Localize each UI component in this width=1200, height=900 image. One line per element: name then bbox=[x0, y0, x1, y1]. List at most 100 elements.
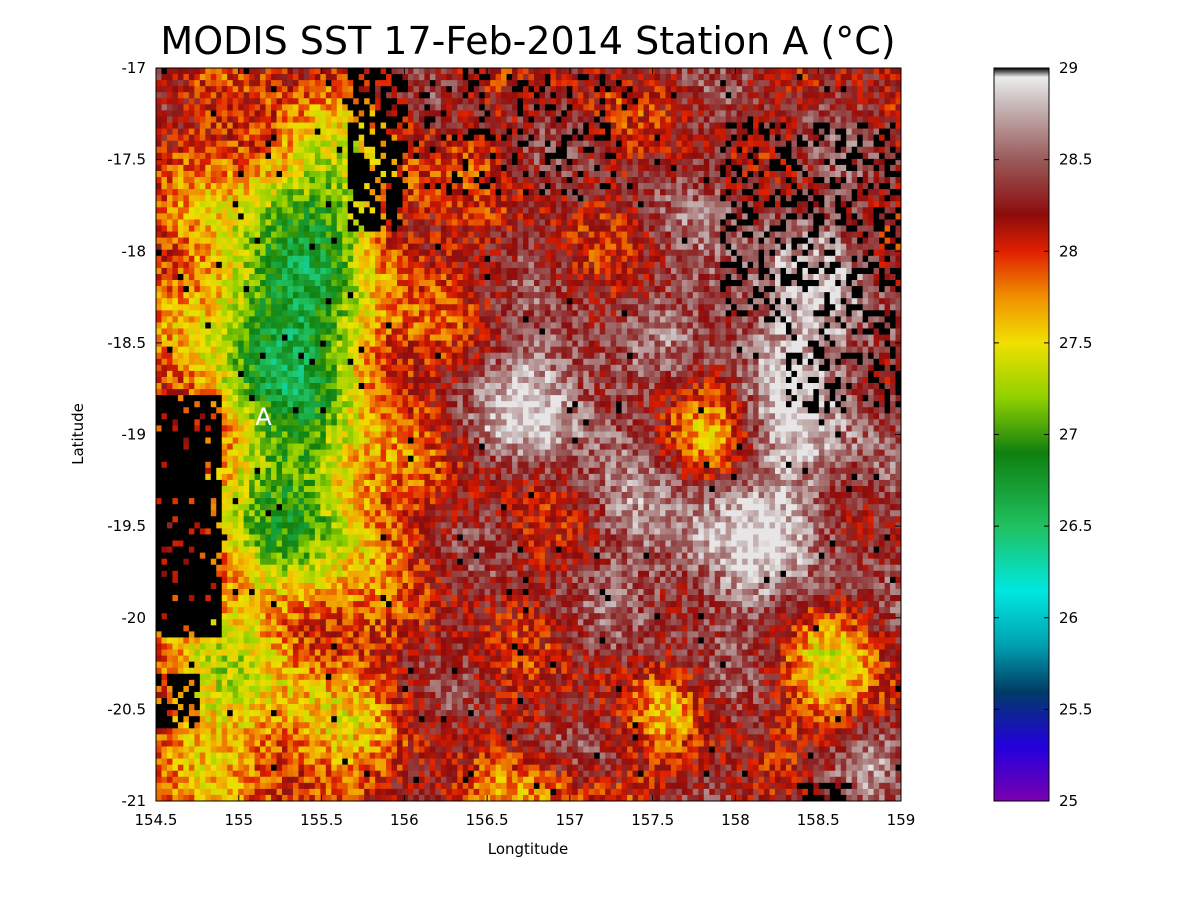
heatmap-cell bbox=[232, 146, 239, 154]
heatmap-cell bbox=[616, 231, 623, 239]
heatmap-cell bbox=[835, 164, 842, 172]
heatmap-cell bbox=[670, 122, 678, 130]
heatmap-cell bbox=[775, 104, 782, 112]
heatmap-cell bbox=[857, 146, 864, 154]
heatmap-cell bbox=[835, 110, 842, 118]
heatmap-cell bbox=[462, 201, 469, 208]
heatmap-cell bbox=[528, 92, 535, 99]
heatmap-cell bbox=[895, 74, 901, 81]
heatmap-cell bbox=[654, 177, 661, 184]
heatmap-cell bbox=[517, 213, 524, 221]
heatmap-cell bbox=[386, 92, 393, 99]
heatmap-cell bbox=[325, 243, 332, 251]
heatmap-cell bbox=[550, 92, 557, 99]
heatmap-cell bbox=[851, 98, 858, 105]
heatmap-cell bbox=[720, 92, 727, 99]
heatmap-cell bbox=[780, 249, 787, 257]
heatmap-cell bbox=[271, 146, 278, 154]
heatmap-cell bbox=[599, 74, 606, 81]
heatmap-cell bbox=[254, 134, 261, 142]
heatmap-cell bbox=[890, 92, 897, 99]
heatmap-cell bbox=[506, 237, 513, 245]
heatmap-cell bbox=[380, 219, 387, 227]
heatmap-cell bbox=[780, 201, 787, 208]
heatmap-cell bbox=[747, 164, 754, 172]
heatmap-cell bbox=[303, 110, 310, 118]
heatmap-cell bbox=[753, 231, 760, 239]
heatmap-cell bbox=[539, 261, 546, 269]
heatmap-cell bbox=[780, 243, 787, 251]
heatmap-cell bbox=[232, 273, 239, 281]
heatmap-cell bbox=[747, 146, 754, 154]
heatmap-cell bbox=[298, 110, 305, 118]
heatmap-cell bbox=[276, 146, 283, 154]
heatmap-cell bbox=[183, 80, 190, 87]
heatmap-cell bbox=[260, 286, 267, 293]
heatmap-cell bbox=[462, 183, 469, 190]
heatmap-cell bbox=[380, 183, 387, 190]
heatmap-cell bbox=[873, 225, 880, 233]
heatmap-cell bbox=[681, 207, 688, 214]
heatmap-cell bbox=[156, 74, 163, 81]
heatmap-cell bbox=[670, 134, 678, 142]
heatmap-cell bbox=[161, 146, 168, 154]
heatmap-cell bbox=[868, 183, 875, 190]
heatmap-cell bbox=[670, 237, 678, 245]
heatmap-cell bbox=[676, 183, 683, 190]
heatmap-cell bbox=[451, 158, 458, 166]
heatmap-cell bbox=[495, 273, 502, 281]
heatmap-cell bbox=[271, 128, 278, 136]
heatmap-cell bbox=[512, 74, 519, 81]
heatmap-cell bbox=[424, 195, 431, 202]
heatmap-cell bbox=[501, 80, 508, 87]
heatmap-cell bbox=[221, 261, 228, 269]
heatmap-cell bbox=[813, 92, 820, 99]
heatmap-cell bbox=[161, 243, 168, 251]
heatmap-cell bbox=[676, 195, 683, 202]
heatmap-cell bbox=[161, 267, 168, 275]
heatmap-cell bbox=[188, 261, 195, 269]
heatmap-cell bbox=[731, 219, 738, 227]
heatmap-cell bbox=[758, 273, 765, 281]
heatmap-cell bbox=[813, 201, 820, 208]
heatmap-cell bbox=[479, 183, 486, 190]
heatmap-cell bbox=[785, 280, 793, 287]
heatmap-cell bbox=[665, 128, 672, 136]
heatmap-cell bbox=[440, 286, 447, 293]
heatmap-cell bbox=[336, 261, 343, 269]
heatmap-cell bbox=[572, 207, 579, 214]
heatmap-cell bbox=[857, 225, 864, 233]
heatmap-cell bbox=[676, 140, 683, 148]
heatmap-cell bbox=[166, 207, 174, 214]
heatmap-cell bbox=[281, 267, 289, 275]
heatmap-cell bbox=[895, 98, 901, 105]
heatmap-cell bbox=[862, 267, 869, 275]
heatmap-cell bbox=[156, 249, 163, 257]
heatmap-cell bbox=[747, 134, 754, 142]
heatmap-cell bbox=[594, 286, 601, 293]
heatmap-cell bbox=[583, 86, 590, 93]
heatmap-cell bbox=[610, 177, 617, 184]
heatmap-cell bbox=[342, 231, 349, 239]
heatmap-cell bbox=[868, 273, 875, 281]
heatmap-cell bbox=[758, 92, 765, 99]
heatmap-cell bbox=[517, 152, 524, 160]
heatmap-cell bbox=[736, 249, 743, 257]
heatmap-cell bbox=[325, 255, 332, 263]
heatmap-cell bbox=[588, 116, 595, 124]
heatmap-cell bbox=[342, 249, 349, 257]
heatmap-cell bbox=[829, 146, 836, 154]
heatmap-cell bbox=[846, 267, 853, 275]
heatmap-cell bbox=[424, 237, 431, 245]
heatmap-cell bbox=[161, 86, 168, 93]
heatmap-cell bbox=[555, 195, 562, 202]
heatmap-cell bbox=[594, 280, 601, 287]
heatmap-cell bbox=[320, 213, 327, 221]
heatmap-cell bbox=[276, 243, 283, 251]
heatmap-cell bbox=[194, 243, 201, 251]
heatmap-cell bbox=[665, 195, 672, 202]
heatmap-cell bbox=[698, 255, 705, 263]
heatmap-cell bbox=[221, 231, 228, 239]
heatmap-cell bbox=[840, 237, 847, 245]
heatmap-cell bbox=[555, 98, 562, 105]
